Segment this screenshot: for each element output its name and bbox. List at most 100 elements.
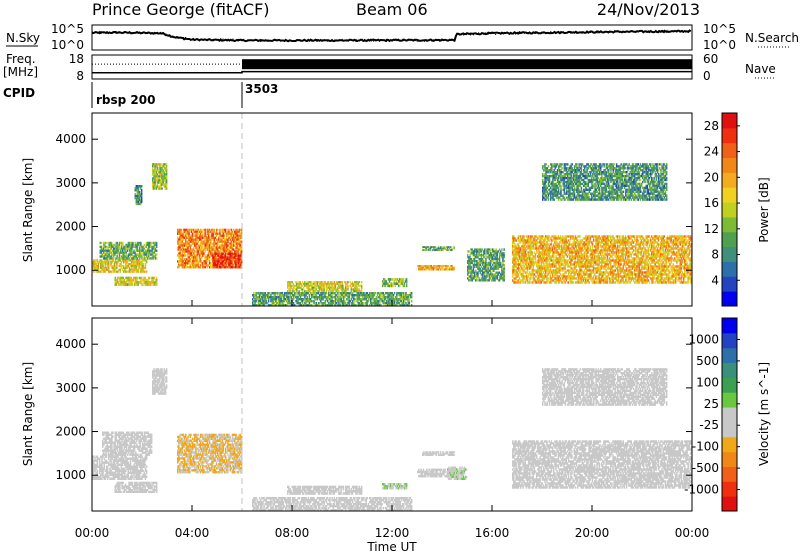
scatter-cell: [358, 284, 361, 287]
scatter-cell: [221, 256, 223, 259]
scatter-cell: [220, 238, 222, 241]
scatter-cell: [194, 230, 196, 234]
scatter-cell: [103, 270, 105, 273]
scatter-cell: [334, 290, 337, 293]
scatter-cell: [569, 275, 571, 278]
scatter-cell: [373, 302, 375, 305]
scatter-cell: [346, 292, 348, 295]
scatter-cell: [117, 245, 119, 248]
scatter-cell: [232, 236, 235, 239]
scatter-cell: [218, 236, 220, 239]
scatter-cell: [333, 296, 336, 299]
scatter-cell: [473, 254, 476, 257]
scatter-cell: [586, 257, 588, 260]
scatter-cell: [122, 247, 124, 250]
scatter-cell: [303, 298, 305, 301]
scatter-cell: [113, 268, 116, 271]
scatter-cell: [223, 228, 226, 232]
scatter-cell: [583, 269, 586, 272]
scatter-cell: [217, 258, 220, 261]
scatter-cell: [566, 249, 569, 252]
scatter-cell: [317, 296, 320, 299]
scatter-cell: [587, 279, 589, 282]
scatter-cell: [401, 280, 403, 283]
scatter-cell: [574, 255, 577, 258]
scatter-cell: [543, 263, 546, 266]
scatter-cell: [307, 290, 309, 293]
scatter-cell: [229, 256, 231, 259]
scatter-cell: [235, 236, 237, 239]
scatter-cell: [383, 294, 386, 297]
scatter-cell: [526, 277, 529, 280]
scatter-cell: [153, 187, 155, 190]
scatter-cell: [426, 246, 428, 249]
scatter-cell: [599, 277, 602, 280]
scatter-cell: [108, 264, 110, 268]
scatter-cell: [445, 265, 447, 268]
scatter-cell: [351, 292, 354, 295]
date-title: 24/Nov/2013: [597, 0, 700, 19]
scatter-cell: [315, 298, 317, 301]
scatter-cell: [468, 265, 470, 268]
scatter-cell: [296, 286, 298, 289]
scatter-cell: [265, 302, 268, 305]
scatter-cell: [588, 241, 590, 244]
scatter-cell: [596, 237, 598, 240]
scatter-cell: [453, 246, 455, 249]
scatter-cell: [551, 279, 554, 282]
scatter-cell: [553, 269, 555, 272]
scatter-cell: [489, 259, 492, 263]
scatter-cell: [102, 245, 105, 248]
scatter-cell: [117, 257, 119, 260]
scatter-cell: [581, 253, 583, 256]
scatter-cell: [571, 235, 573, 238]
scatter-cell: [523, 255, 525, 258]
scatter-cell: [190, 254, 193, 257]
scatter-cell: [256, 292, 258, 295]
scatter-cell: [224, 248, 227, 251]
scatter-cell: [379, 302, 381, 305]
scatter-cell: [237, 254, 239, 257]
scatter-cell: [290, 302, 293, 305]
scatter-cell: [188, 238, 190, 241]
scatter-cell: [410, 294, 413, 297]
scatter-cell: [134, 261, 136, 264]
scatter-cell: [343, 288, 346, 291]
scatter-cell: [187, 260, 189, 263]
scatter-cell: [124, 268, 126, 271]
scatter-cell: [122, 253, 124, 256]
scatter-cell: [405, 296, 407, 299]
scatter-cell: [356, 298, 358, 301]
scatter-cell: [555, 251, 557, 254]
scatter-cell: [473, 252, 476, 255]
scatter-cell: [214, 252, 216, 255]
scatter-cell: [200, 256, 203, 259]
scatter-cell: [569, 247, 571, 250]
scatter-cell: [153, 255, 156, 258]
scatter-cell: [494, 261, 496, 265]
scatter-cell: [532, 275, 534, 278]
scatter-cell: [541, 245, 544, 248]
scatter-cell: [404, 294, 406, 297]
scatter-cell: [489, 271, 492, 274]
scatter-cell: [419, 268, 421, 271]
scatter-cell: [597, 255, 599, 258]
scatter-cell: [96, 270, 99, 273]
scatter-cell: [534, 237, 537, 240]
scatter-cell: [564, 235, 566, 238]
scatter-cell: [258, 294, 261, 297]
scatter-cell: [232, 248, 235, 251]
scatter-cell: [185, 242, 187, 245]
scatter-cell: [555, 249, 557, 252]
scatter-cell: [177, 242, 179, 245]
scatter-cell: [590, 251, 593, 254]
scatter-cell: [269, 304, 271, 307]
scatter-cell: [270, 300, 272, 303]
scatter-cell: [308, 300, 311, 303]
scatter-cell: [516, 257, 519, 260]
scatter-cell: [556, 241, 558, 244]
scatter-cell: [258, 304, 261, 307]
scatter-cell: [580, 271, 582, 274]
scatter-cell: [591, 247, 594, 250]
scatter-cell: [387, 296, 389, 299]
